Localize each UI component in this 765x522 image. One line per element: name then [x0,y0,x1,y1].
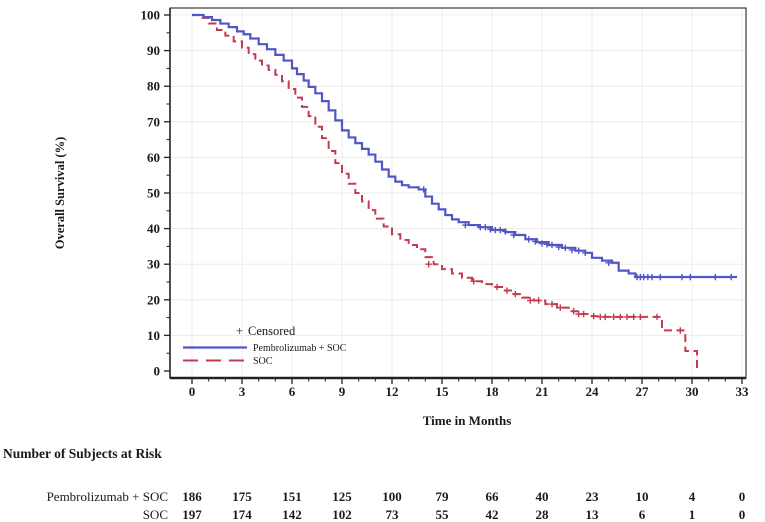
legend-censored-label: Censored [248,324,296,338]
risk-count: 79 [436,489,450,504]
risk-table: Number of Subjects at Risk Pembrolizumab… [3,446,745,522]
x-tick-label: 21 [536,384,549,399]
survival-curves [192,13,737,371]
x-axis-label: Time in Months [423,413,512,428]
km-curve-soc [192,14,698,371]
risk-count: 10 [636,489,649,504]
x-tick-label: 18 [486,384,500,399]
censor-plus-marks [425,261,684,334]
risk-count: 40 [536,489,549,504]
x-tick-label: 27 [636,384,650,399]
risk-table-title: Number of Subjects at Risk [3,446,162,461]
risk-count: 102 [332,507,352,522]
risk-count: 125 [332,489,352,504]
x-tick-label: 6 [289,384,296,399]
y-tick-labels: 0 10 20 30 40 50 60 70 80 90 100 [141,8,161,379]
y-tick-label: 70 [147,114,160,129]
risk-count: 23 [586,489,600,504]
y-axis-label: Overall Survival (%) [53,137,67,250]
risk-count: 42 [486,507,499,522]
plot-gridlines [170,8,746,378]
risk-count: 0 [739,507,746,522]
x-tick-label: 30 [686,384,699,399]
y-tick-label: 20 [147,292,160,307]
x-tick-labels: 0 3 6 9 12 15 18 21 24 27 30 33 [189,384,749,399]
x-tick-label: 0 [189,384,196,399]
y-tick-label: 90 [147,43,160,58]
km-curve-pembro-soc [192,13,737,279]
risk-count: 1 [689,507,696,522]
censored-plus-icon: + [236,324,243,338]
y-tick-label: 40 [147,221,160,236]
risk-count: 28 [536,507,550,522]
risk-count: 151 [282,489,302,504]
x-tick-label: 3 [239,384,246,399]
risk-count: 100 [382,489,402,504]
x-tick-label: 12 [386,384,399,399]
risk-row-label: SOC [143,507,168,522]
y-tick-label: 0 [154,364,161,379]
y-tick-label: 30 [147,257,160,272]
risk-row-label: Pembrolizumab + SOC [47,489,168,504]
legend-label-pembro-soc: Pembrolizumab + SOC [253,343,347,354]
x-tick-label: 33 [736,384,750,399]
risk-count: 174 [232,507,252,522]
risk-count: 197 [182,507,202,522]
x-tick-label: 24 [586,384,600,399]
censor-plus-marks [420,186,735,281]
y-tick-label: 50 [147,186,160,201]
risk-table-rows: Pembrolizumab + SOC 186 175 151 125 100 79 66 40… [47,489,746,522]
risk-count: 6 [639,507,646,522]
risk-count: 0 [739,489,746,504]
risk-count: 142 [282,507,302,522]
y-tick-label: 10 [147,328,160,343]
risk-count: 73 [386,507,400,522]
risk-count: 13 [586,507,600,522]
x-tick-label: 15 [436,384,450,399]
risk-count: 186 [182,489,202,504]
risk-count: 55 [436,507,450,522]
x-tick-label: 9 [339,384,346,399]
axis-ticks [164,14,743,384]
legend-label-soc: SOC [253,356,273,367]
risk-count: 4 [689,489,696,504]
y-tick-label: 60 [147,150,160,165]
legend: + Censored Pembrolizumab + SOC SOC [183,324,347,367]
risk-count: 66 [486,489,500,504]
censor-marks [420,186,735,334]
y-tick-label: 80 [147,79,160,94]
y-tick-label: 100 [141,8,161,23]
risk-count: 175 [232,489,252,504]
